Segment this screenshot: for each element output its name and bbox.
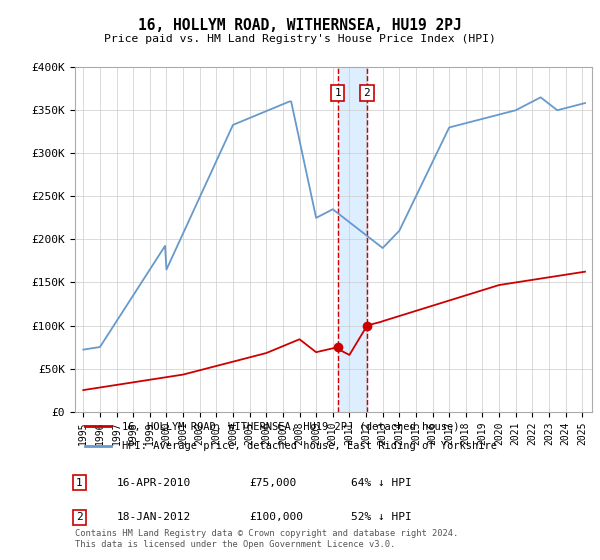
Text: 16-APR-2010: 16-APR-2010 xyxy=(117,478,191,488)
Text: Contains HM Land Registry data © Crown copyright and database right 2024.
This d: Contains HM Land Registry data © Crown c… xyxy=(75,529,458,549)
Text: 1: 1 xyxy=(334,88,341,98)
Text: Price paid vs. HM Land Registry's House Price Index (HPI): Price paid vs. HM Land Registry's House … xyxy=(104,34,496,44)
Text: 52% ↓ HPI: 52% ↓ HPI xyxy=(351,512,412,522)
Text: £75,000: £75,000 xyxy=(249,478,296,488)
Text: 16, HOLLYM ROAD, WITHERNSEA, HU19 2PJ (detached house): 16, HOLLYM ROAD, WITHERNSEA, HU19 2PJ (d… xyxy=(122,421,459,431)
Text: 16, HOLLYM ROAD, WITHERNSEA, HU19 2PJ: 16, HOLLYM ROAD, WITHERNSEA, HU19 2PJ xyxy=(138,18,462,34)
Text: HPI: Average price, detached house, East Riding of Yorkshire: HPI: Average price, detached house, East… xyxy=(122,441,497,451)
Bar xyxy=(338,67,367,412)
Text: 18-JAN-2012: 18-JAN-2012 xyxy=(117,512,191,522)
Text: 1: 1 xyxy=(76,478,83,488)
Text: 2: 2 xyxy=(364,88,370,98)
Text: £100,000: £100,000 xyxy=(249,512,303,522)
Text: 2: 2 xyxy=(76,512,83,522)
Text: 64% ↓ HPI: 64% ↓ HPI xyxy=(351,478,412,488)
